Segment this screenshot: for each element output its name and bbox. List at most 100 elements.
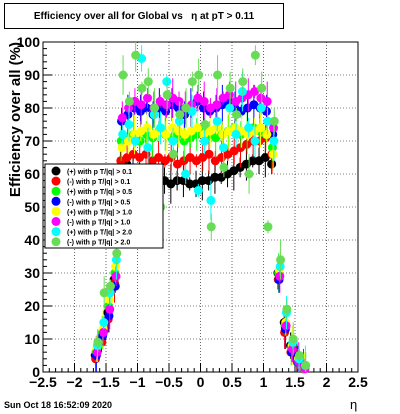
data-point — [244, 123, 254, 133]
data-point — [193, 123, 203, 133]
y-tick-label: 50 — [24, 199, 40, 215]
data-point — [268, 149, 278, 159]
data-point — [213, 70, 223, 80]
data-point — [161, 129, 171, 139]
data-point — [175, 110, 185, 120]
data-point — [263, 116, 273, 126]
data-point — [206, 195, 216, 205]
data-point — [244, 169, 254, 179]
data-point — [117, 143, 127, 153]
data-point — [262, 129, 272, 139]
legend-label: (-) with p T/|q| > 2.0 — [67, 240, 130, 247]
y-tick-label: 100 — [17, 34, 41, 50]
legend-label: (-) with p T/|q| > 0.5 — [67, 199, 130, 206]
data-point — [112, 248, 122, 258]
legend-marker — [51, 237, 61, 247]
chart-title: Efficiency over all for Global vs η at p… — [33, 11, 255, 22]
data-point — [162, 90, 172, 100]
legend-marker — [51, 206, 61, 216]
data-point — [204, 149, 214, 159]
data-point — [143, 93, 153, 103]
data-point — [212, 100, 222, 110]
x-tick-label: 2 — [323, 374, 331, 390]
data-point — [104, 311, 114, 321]
data-point — [105, 281, 115, 291]
x-tick-label: 2.5 — [348, 374, 368, 390]
data-point — [256, 123, 266, 133]
data-point — [263, 222, 273, 232]
data-point — [250, 136, 260, 146]
data-point — [124, 96, 134, 106]
data-point — [105, 304, 115, 314]
data-point — [269, 116, 279, 126]
data-point — [118, 70, 128, 80]
data-point — [225, 103, 235, 113]
data-point — [187, 77, 197, 87]
data-point — [99, 288, 109, 298]
data-point — [224, 90, 234, 100]
legend-label: (-) with p T/|q| > 0.1 — [67, 179, 130, 186]
x-tick-label: 1.5 — [285, 374, 305, 390]
legend-label: (-) with p T/|q| > 1.0 — [67, 220, 130, 227]
data-point — [161, 100, 171, 110]
data-point — [99, 318, 109, 327]
y-tick-label: 60 — [24, 166, 40, 182]
data-point — [181, 103, 191, 113]
data-point — [181, 169, 191, 179]
data-point — [142, 123, 152, 133]
data-point — [136, 100, 146, 110]
data-point — [231, 110, 241, 120]
y-tick-label: 20 — [24, 298, 40, 314]
data-point — [212, 116, 222, 126]
data-point — [193, 186, 203, 195]
data-point — [238, 77, 248, 87]
data-point — [143, 77, 153, 87]
legend-label: (+) with p T/|q| > 2.0 — [67, 230, 132, 237]
data-point — [250, 87, 260, 96]
data-point — [150, 103, 160, 113]
data-point — [168, 136, 178, 146]
x-tick-label: −2 — [67, 374, 83, 390]
legend-marker — [51, 166, 61, 176]
y-tick-label: 10 — [24, 331, 40, 347]
data-point — [155, 123, 165, 133]
x-tick-label: −2.5 — [29, 374, 57, 390]
data-point — [262, 96, 272, 106]
data-point — [200, 120, 210, 129]
legend-label: (+) with p T/|q| > 1.0 — [67, 209, 132, 216]
data-point — [200, 136, 210, 146]
data-point — [199, 96, 209, 106]
data-point — [98, 327, 108, 337]
data-point — [219, 162, 229, 172]
data-point — [93, 337, 103, 347]
data-point — [248, 156, 258, 166]
timestamp: Sun Oct 18 16:52:09 2020 — [4, 400, 113, 410]
data-point — [294, 351, 304, 360]
legend-marker — [51, 217, 61, 226]
data-point — [197, 176, 207, 186]
legend-marker — [51, 186, 61, 196]
data-point — [143, 143, 153, 153]
data-point — [276, 255, 286, 265]
x-tick-label: 0 — [197, 374, 205, 390]
data-point — [301, 360, 311, 370]
y-tick-label: 40 — [24, 232, 40, 248]
y-tick-label: 70 — [24, 133, 40, 149]
legend-marker — [51, 176, 61, 186]
legend-label: (+) with p T/|q| > 0.5 — [67, 189, 132, 196]
y-tick-label: 90 — [24, 67, 40, 83]
data-point — [210, 172, 220, 182]
data-point — [124, 120, 134, 129]
data-point — [250, 50, 260, 60]
data-point — [131, 50, 141, 60]
data-point — [206, 222, 216, 232]
data-point — [282, 304, 292, 314]
data-point — [288, 334, 298, 344]
data-point — [225, 83, 235, 93]
data-point — [194, 70, 204, 80]
legend-label: (+) with p T/|q| > 0.1 — [67, 169, 132, 176]
data-point — [161, 106, 171, 116]
y-tick-label: 0 — [32, 364, 40, 380]
data-point — [130, 136, 140, 146]
